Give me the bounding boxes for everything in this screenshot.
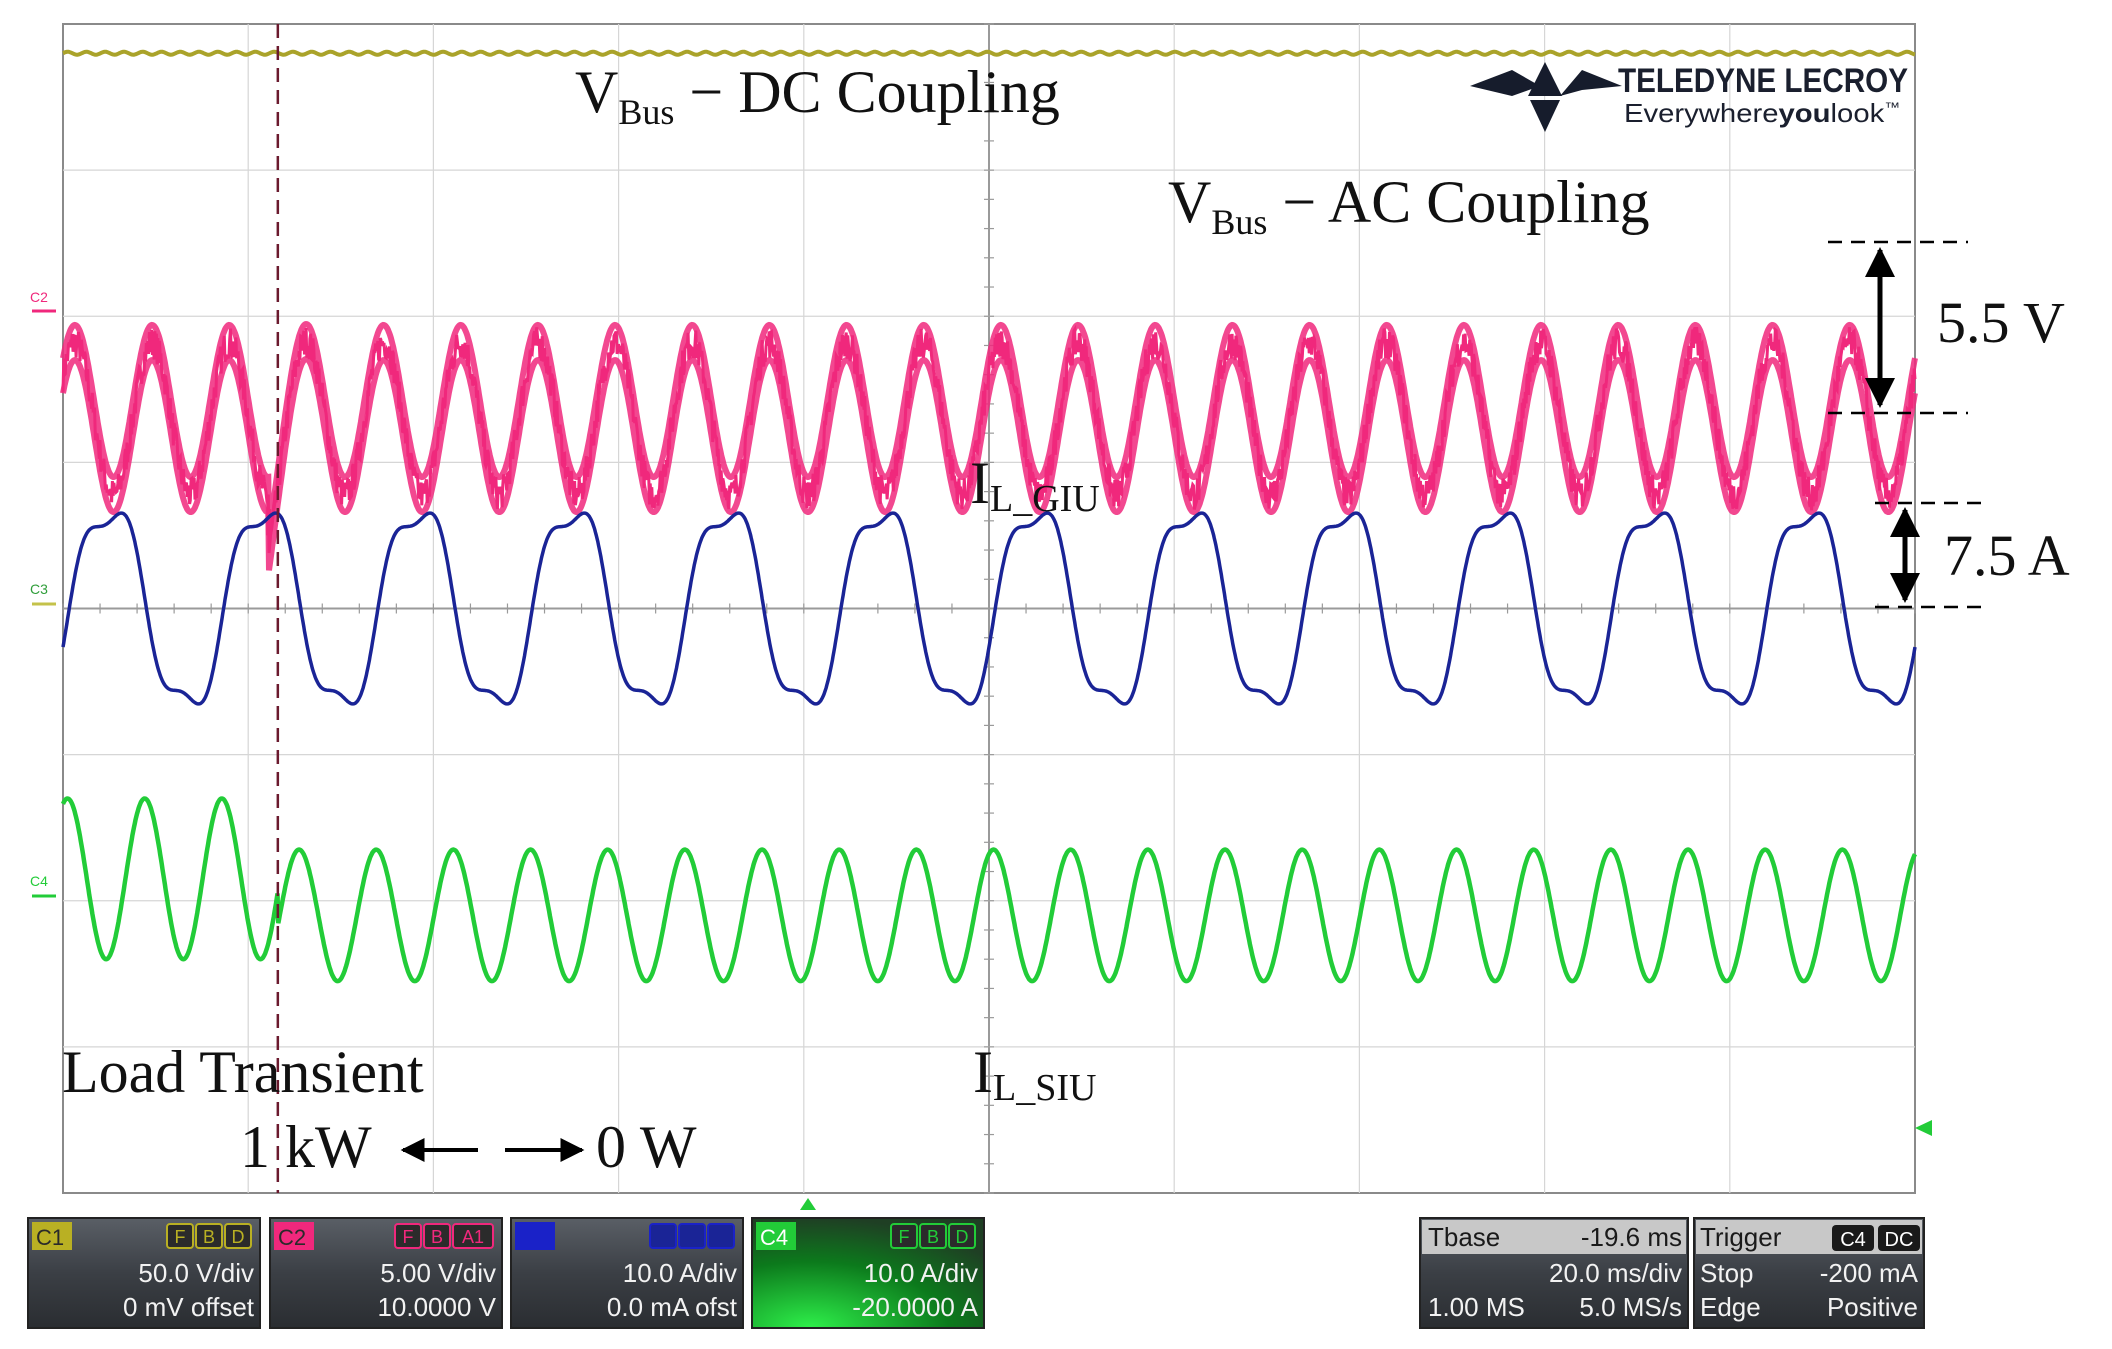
timebase-div: 20.0 ms/div <box>1549 1258 1682 1288</box>
channel-id-swatch <box>274 1222 314 1250</box>
c4-marker: C4 <box>30 873 48 889</box>
channel-badge-label: B <box>431 1227 443 1247</box>
label-vbus-dc: VBus − DC Coupling <box>575 59 1060 132</box>
channel-badge-label: B <box>927 1227 939 1247</box>
trigger-mode: Stop <box>1700 1258 1754 1288</box>
channel-markers: C2 C3 C4 <box>30 289 56 898</box>
channel-badge <box>890 1223 918 1249</box>
channel-id-swatch <box>32 1222 72 1250</box>
brand-tagline: Everywhere you look ™ <box>1624 98 1900 128</box>
label-load-transient: Load Transient <box>62 1039 424 1105</box>
channel-badge-label: D <box>232 1227 245 1247</box>
channel-id-swatch <box>756 1222 796 1250</box>
channel-badge <box>195 1223 223 1249</box>
channel-offset: 0.0 mA ofst <box>607 1292 738 1322</box>
channel-badge <box>707 1223 735 1249</box>
timebase-panel: Tbase -19.6 ms 20.0 ms/div 1.00 MS 5.0 MS/s <box>1419 1217 1689 1329</box>
channel-badge <box>394 1223 422 1249</box>
trigger-label: Trigger <box>1700 1222 1782 1252</box>
channel-badge <box>919 1223 947 1249</box>
channel-badge <box>649 1223 677 1249</box>
graticule <box>62 23 1916 1194</box>
channel-badge-label: F <box>899 1227 910 1247</box>
channel-badge <box>423 1223 451 1249</box>
channel-badge-label: B <box>203 1227 215 1247</box>
label-5-5v: 5.5 V <box>1937 290 2065 355</box>
channel-id: C1 <box>36 1225 64 1250</box>
timebase-header-bg <box>1422 1220 1686 1254</box>
c2-marker: C2 <box>30 289 48 305</box>
trigger-level: -200 mA <box>1820 1258 1919 1288</box>
channel-scale: 10.0 A/div <box>623 1258 737 1288</box>
channel-offset: -20.0000 A <box>852 1292 978 1322</box>
c3-marker: C3 <box>30 581 48 597</box>
annotation-arrows <box>400 240 1985 1162</box>
trigger-coupling: DC <box>1885 1229 1914 1251</box>
trace-c2-vbus-ac <box>61 324 1917 554</box>
channel-panel-1: C1 F B D 50.0 V/div 0 mV offset <box>27 1217 261 1329</box>
channel-offset: 10.0000 V <box>377 1292 496 1322</box>
channel-badge <box>166 1223 194 1249</box>
trace-labels: VBus − DC Coupling VBus − AC Coupling IL… <box>62 59 2070 1180</box>
channel-badge-label: D <box>956 1227 969 1247</box>
trigger-slope: Positive <box>1827 1292 1918 1322</box>
brand-logo: TELEDYNE LECROY Everywhere you look ™ <box>1470 62 1908 132</box>
channel-badge <box>678 1223 706 1249</box>
channel-badge <box>948 1223 976 1249</box>
channel-badge-label: F <box>175 1227 186 1247</box>
label-il-siu: IL_SIU <box>973 1039 1096 1109</box>
trigger-channel-badge <box>1832 1225 1874 1251</box>
timebase-rate: 5.0 MS/s <box>1579 1292 1682 1322</box>
channel-id: C4 <box>760 1225 788 1250</box>
trigger-channel: C4 <box>1840 1229 1866 1251</box>
channel-id-swatch <box>515 1222 555 1250</box>
channel-panel-4: C4 F B D 10.0 A/div -20.0000 A <box>751 1217 985 1329</box>
channel-id: C2 <box>278 1225 306 1250</box>
channel-badge <box>452 1223 494 1249</box>
channel-badge-label: F <box>403 1227 414 1247</box>
timebase-samples: 1.00 MS <box>1428 1292 1525 1322</box>
brand-name: TELEDYNE LECROY <box>1618 62 1908 100</box>
channel-badge-label: A1 <box>462 1227 484 1247</box>
label-7-5a: 7.5 A <box>1944 523 2070 588</box>
channel-panel-3: 10.0 A/div 0.0 mA ofst <box>510 1217 744 1329</box>
trigger-panel: Trigger C4 DC Stop -200 mA Edge Positive <box>1693 1217 1925 1329</box>
trigger-coupling-badge <box>1878 1225 1920 1251</box>
trace-c2-band-lower <box>60 355 1918 571</box>
trace-c3-il-giu <box>61 511 1917 706</box>
label-il-giu: IL_GIU <box>970 450 1100 520</box>
channel-offset: 0 mV offset <box>123 1292 255 1322</box>
label-0w: 0 W <box>596 1114 697 1180</box>
trigger-level-marker <box>1915 1120 1932 1136</box>
label-vbus-ac: VBus − AC Coupling <box>1168 169 1650 242</box>
traces <box>60 49 1918 984</box>
trigger-position-marker <box>800 1198 816 1210</box>
channel-badge <box>224 1223 252 1249</box>
channel-scale: 5.00 V/div <box>380 1258 496 1288</box>
trace-c4-il-siu <box>60 796 1918 984</box>
trace-c1-vbus-dc <box>62 49 1916 57</box>
timebase-label: Tbase <box>1428 1222 1500 1252</box>
channel-scale: 50.0 V/div <box>138 1258 254 1288</box>
channel-panel-2: C2 F B A1 5.00 V/div 10.0000 V <box>269 1217 503 1329</box>
label-1kw: 1 kW <box>240 1114 372 1180</box>
channel-scale: 10.0 A/div <box>864 1258 978 1288</box>
timebase-delay: -19.6 ms <box>1581 1222 1682 1252</box>
trigger-type: Edge <box>1700 1292 1761 1322</box>
teledyne-logo-icon <box>1470 62 1622 132</box>
